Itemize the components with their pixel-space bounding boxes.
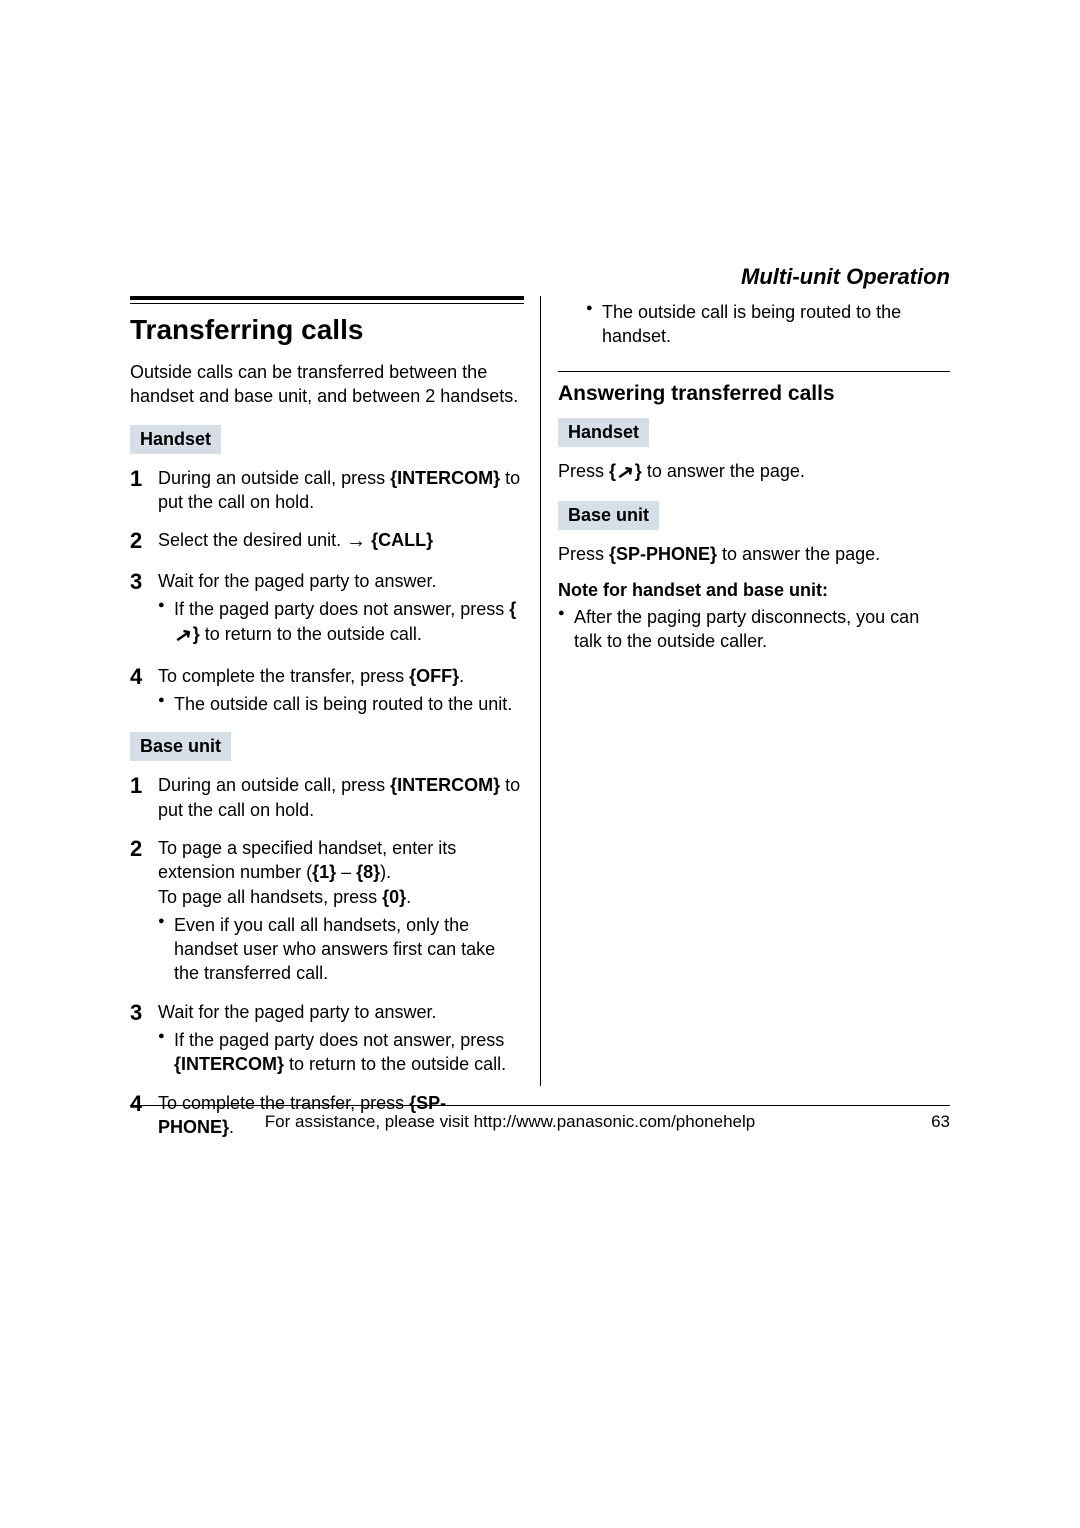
sub-text: to return to the outside call. (200, 624, 422, 644)
arrow-icon: → (346, 530, 366, 552)
step-text: To page a specified handset, enter its e… (158, 838, 456, 882)
handset-label: Handset (130, 425, 221, 454)
step-text: Select the desired unit. (158, 530, 346, 550)
sub-bullet: Even if you call all handsets, only the … (158, 913, 522, 986)
base-unit-label: Base unit (130, 732, 231, 761)
note-bullet: After the paging party disconnects, you … (558, 605, 950, 654)
page-title: Transferring calls (130, 314, 522, 346)
page-number: 63 (890, 1112, 950, 1132)
step-3: Wait for the paged party to answer. If t… (130, 1000, 522, 1077)
step-text: . (406, 887, 411, 907)
step-text: Wait for the paged party to answer. (158, 1002, 436, 1022)
base-unit-label: Base unit (558, 501, 659, 530)
column-divider (540, 296, 541, 1086)
handset-steps: During an outside call, press {INTERCOM}… (130, 466, 522, 717)
step-text: To page all handsets, press (158, 887, 382, 907)
step-1: During an outside call, press {INTERCOM}… (130, 773, 522, 822)
left-column: Transferring calls Outside calls can be … (130, 296, 540, 1155)
step-text: Wait for the paged party to answer. (158, 571, 436, 591)
sub-text: to return to the outside call. (284, 1054, 506, 1074)
key-sp-phone: {SP-PHONE} (609, 544, 717, 564)
intro-text: Outside calls can be transferred between… (130, 360, 522, 409)
base-instruction: Press {SP-PHONE} to answer the page. (558, 542, 950, 566)
thin-rule (558, 371, 950, 372)
note-heading: Note for handset and base unit: (558, 580, 950, 601)
step-text: To complete the transfer, press (158, 666, 409, 686)
heading-rule (130, 296, 524, 304)
step-text: During an outside call, press (158, 775, 390, 795)
answering-heading: Answering transferred calls (558, 382, 950, 406)
step-text: – (336, 862, 356, 882)
content-columns: Transferring calls Outside calls can be … (130, 296, 950, 1155)
key-intercom: {INTERCOM} (390, 775, 500, 795)
sub-bullet: If the paged party does not answer, pres… (158, 1028, 522, 1077)
sub-text: If the paged party does not answer, pres… (174, 599, 509, 619)
step-1: During an outside call, press {INTERCOM}… (130, 466, 522, 515)
footer-assist: For assistance, please visit http://www.… (130, 1112, 890, 1132)
step-text: During an outside call, press (158, 468, 390, 488)
sub-bullet: The outside call is being routed to the … (158, 692, 522, 716)
step-4: To complete the transfer, press {OFF}. T… (130, 664, 522, 717)
handset-instruction: Press {↖} to answer the page. (558, 459, 950, 487)
talk-icon: ↖ (615, 458, 636, 488)
key-intercom: {INTERCOM} (390, 468, 500, 488)
key-off: {OFF} (409, 666, 459, 686)
handset-label: Handset (558, 418, 649, 447)
key-talk: {↖} (609, 461, 642, 481)
section-header: Multi-unit Operation (130, 264, 950, 290)
step-2: To page a specified handset, enter its e… (130, 836, 522, 986)
step-text: . (459, 666, 464, 686)
key-8: {8} (356, 862, 380, 882)
base-steps: During an outside call, press {INTERCOM}… (130, 773, 522, 1139)
talk-icon: ↖ (173, 622, 194, 652)
step-text: ). (380, 862, 391, 882)
sub-text: If the paged party does not answer, pres… (174, 1030, 504, 1050)
key-1: {1} (312, 862, 336, 882)
page-footer: For assistance, please visit http://www.… (130, 1105, 950, 1132)
key-0: {0} (382, 887, 406, 907)
step-3: Wait for the paged party to answer. If t… (130, 569, 522, 650)
step-2: Select the desired unit. → {CALL} (130, 528, 522, 555)
right-column: The outside call is being routed to the … (540, 296, 950, 1155)
routed-bullet: The outside call is being routed to the … (586, 300, 950, 349)
sub-bullet: If the paged party does not answer, pres… (158, 597, 522, 649)
key-call: {CALL} (371, 530, 433, 550)
key-intercom: {INTERCOM} (174, 1054, 284, 1074)
